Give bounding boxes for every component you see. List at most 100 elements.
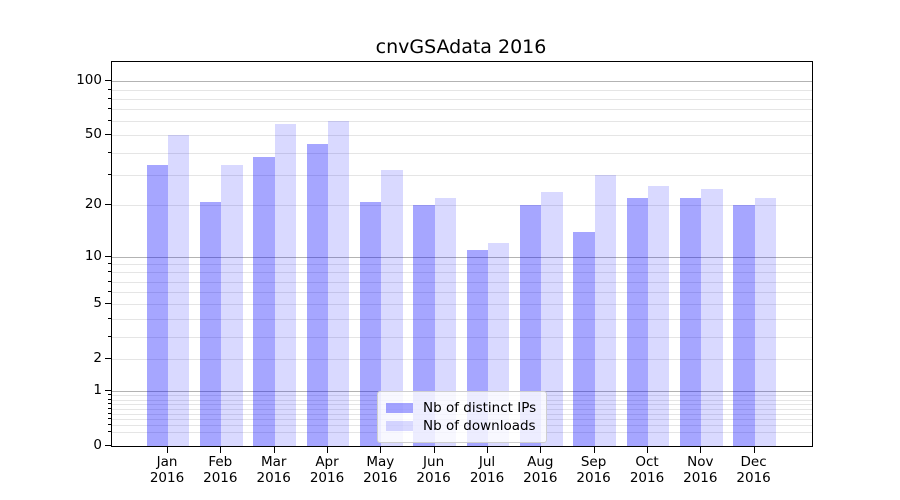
y-minor-tick-mark (107, 120, 111, 122)
x-tick-mark (700, 447, 702, 453)
y-gridline-minor (112, 318, 812, 320)
x-tick-mark (487, 447, 488, 453)
y-gridline-minor (112, 135, 812, 137)
bar-downloads (434, 198, 456, 446)
y-gridline-minor (112, 264, 812, 266)
y-gridline-minor (112, 272, 812, 274)
x-tick-mark (647, 447, 648, 453)
y-tick-mark (105, 303, 111, 305)
x-tick-label: Aug 2016 (523, 454, 558, 486)
chart-title: cnvGSAdata 2016 (375, 36, 547, 58)
bar-downloads (381, 169, 403, 446)
y-gridline-minor (112, 98, 812, 100)
y-gridline-minor (112, 205, 812, 207)
x-tick-mark (753, 447, 755, 453)
y-tick-mark (105, 390, 111, 392)
bar-distinct-ips (413, 205, 435, 446)
legend-item: Nb of distinct IPs (386, 400, 538, 416)
bar-distinct-ips (573, 232, 595, 446)
y-minor-tick-mark (107, 413, 111, 414)
y-tick-label: 2 (93, 350, 102, 367)
x-tick-label: Feb 2016 (203, 454, 238, 486)
bar-distinct-ips (520, 205, 542, 446)
x-tick-label: Nov 2016 (683, 454, 718, 486)
y-minor-tick-mark (107, 317, 111, 319)
x-tick-mark (380, 447, 382, 453)
y-minor-tick-mark (107, 263, 111, 265)
x-tick-label: Mar 2016 (256, 454, 291, 486)
y-minor-tick-mark (107, 335, 111, 337)
legend-swatch-downloads (386, 421, 413, 431)
y-minor-tick-mark (107, 88, 111, 90)
y-gridline-minor (112, 152, 812, 154)
y-tick-label: 10 (84, 247, 102, 264)
x-tick-label: Jul 2016 (469, 454, 505, 486)
y-minor-tick-mark (107, 271, 111, 273)
x-tick-label: Sep 2016 (576, 454, 611, 486)
y-tick-label: 20 (84, 196, 102, 213)
y-tick-mark (105, 204, 111, 206)
y-gridline-minor (112, 89, 812, 91)
legend-label: Nb of distinct IPs (423, 400, 537, 416)
y-tick-mark (105, 445, 111, 446)
y-minor-tick-mark (107, 108, 111, 110)
bar-distinct-ips (626, 198, 648, 446)
y-minor-tick-mark (107, 424, 111, 426)
x-tick-mark (433, 447, 435, 453)
legend-item: Nb of downloads (386, 418, 538, 434)
y-minor-tick-mark (107, 280, 111, 282)
x-tick-mark (593, 447, 595, 453)
y-gridline-minor (112, 121, 812, 123)
y-minor-tick-mark (107, 394, 111, 396)
legend: Nb of distinct IPs Nb of downloads (377, 391, 547, 443)
x-tick-mark (540, 447, 542, 453)
y-gridline-major (112, 256, 812, 258)
y-gridline-minor (112, 359, 812, 361)
y-gridline-minor (112, 304, 812, 306)
y-tick-label: 100 (76, 72, 102, 89)
x-tick-label: Jun 2016 (416, 454, 451, 486)
y-gridline-minor (112, 336, 812, 338)
y-tick-mark (105, 358, 111, 360)
y-minor-tick-mark (107, 418, 111, 420)
y-tick-mark (105, 134, 111, 136)
bar-distinct-ips (253, 156, 275, 446)
bar-distinct-ips (360, 201, 382, 446)
y-tick-label: 1 (93, 382, 102, 399)
y-minor-tick-mark (107, 407, 111, 409)
bar-distinct-ips (680, 198, 702, 446)
bar-distinct-ips (733, 205, 755, 446)
y-minor-tick-mark (107, 430, 111, 432)
y-gridline-minor (112, 292, 812, 294)
x-tick-label: Jan 2016 (149, 454, 185, 486)
y-gridline-minor (112, 174, 812, 176)
y-minor-tick-mark (107, 97, 111, 99)
x-tick-mark (273, 447, 275, 453)
bar-distinct-ips (200, 201, 222, 446)
y-tick-mark (105, 80, 111, 82)
y-gridline-minor (112, 109, 812, 111)
y-gridline-minor (112, 281, 812, 283)
x-tick-mark (327, 447, 328, 453)
x-tick-label: Apr 2016 (309, 454, 345, 486)
y-minor-tick-mark (107, 291, 111, 293)
bar-downloads (328, 121, 350, 446)
bar-downloads (754, 198, 776, 446)
bar-downloads (701, 188, 723, 446)
bar-downloads (221, 165, 243, 446)
x-tick-label: Oct 2016 (629, 454, 665, 486)
x-tick-mark (220, 447, 222, 453)
bar-distinct-ips (306, 143, 328, 446)
y-tick-mark (105, 255, 111, 257)
legend-label: Nb of downloads (423, 418, 536, 434)
plot-area (111, 61, 813, 447)
bar-downloads (274, 123, 296, 446)
bar-downloads (541, 191, 563, 446)
x-tick-mark (167, 447, 168, 453)
bar-distinct-ips (146, 165, 168, 446)
x-tick-label: May 2016 (363, 454, 398, 486)
y-tick-label: 0 (93, 437, 102, 453)
legend-swatch-distinct-ips (386, 403, 413, 413)
bar-downloads (594, 174, 616, 446)
